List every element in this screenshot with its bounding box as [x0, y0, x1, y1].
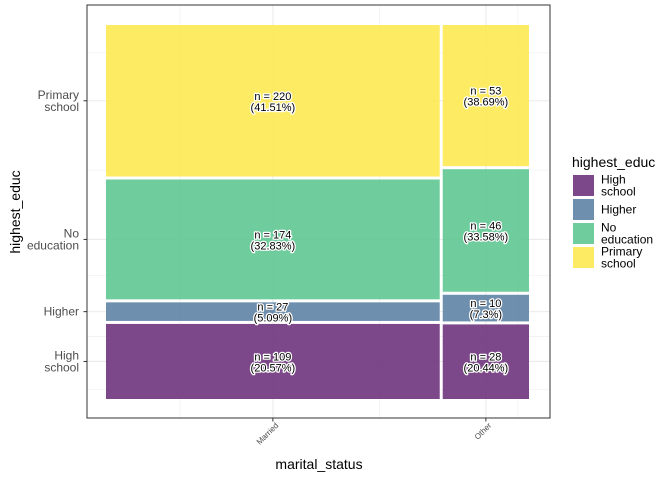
cell-percent-label: (20.44%): [464, 363, 509, 375]
mosaic-cell: [442, 324, 529, 399]
y-axis-title: highest_educ: [7, 170, 23, 253]
cell-count-label: n = 28: [470, 352, 501, 364]
mosaic-cells: [106, 25, 529, 399]
y-tick-label: No education: [27, 226, 79, 252]
cell-count-label: n = 220: [254, 91, 291, 103]
y-tick-label: High school: [44, 348, 79, 374]
cell-labels: n = 109(20.57%) n = 27(5.09%) n = 174(32.8…: [249, 84, 509, 376]
legend-label: High school: [601, 173, 636, 199]
cell-count-label: n = 53: [470, 86, 501, 98]
cell-count-label: n = 27: [257, 302, 288, 314]
y-tick-label: Higher: [44, 305, 79, 319]
cell-percent-label: (20.57%): [251, 362, 296, 374]
mosaic-cell: [106, 25, 440, 177]
legend-label: Higher: [601, 203, 636, 217]
legend-key: [573, 175, 594, 196]
mosaic-cell: [106, 323, 440, 399]
panel-border: [86, 4, 551, 419]
x-tick-label: Other: [473, 421, 494, 442]
legend-label: Primary school: [601, 245, 642, 271]
legend-label: No education: [601, 221, 653, 247]
mosaic-cell: [442, 294, 529, 322]
mosaic-cell: [442, 169, 529, 292]
cell-count-label: n = 174: [254, 229, 291, 241]
x-axis-title: marital_status: [275, 456, 362, 472]
legend-key: [573, 247, 594, 268]
mosaic-cell: [106, 179, 440, 300]
mosaic-cell: [442, 25, 529, 167]
y-axis: High school Higher No education Primary school: [27, 88, 87, 374]
cell-count-label: n = 109: [254, 351, 291, 363]
legend-key: [573, 199, 594, 220]
legend-title: highest_educ: [572, 154, 655, 170]
x-tick-label: Married: [255, 421, 281, 447]
cell-count-label: n = 10: [470, 298, 501, 310]
cell-percent-label: (5.09%): [254, 313, 293, 325]
cell-percent-label: (41.51%): [251, 102, 296, 114]
mosaic-cell: [106, 302, 440, 321]
cell-percent-label: (33.58%): [464, 231, 509, 243]
legend-key: [573, 223, 594, 244]
cell-percent-label: (38.69%): [464, 97, 509, 109]
cell-percent-label: (7.3%): [470, 309, 502, 321]
y-tick-label: Primary school: [38, 88, 79, 114]
cell-percent-label: (32.83%): [251, 240, 296, 252]
x-axis: Married Other: [255, 418, 494, 447]
cell-count-label: n = 46: [470, 220, 501, 232]
legend: highest_educ High school Higher No education…: [572, 154, 655, 271]
